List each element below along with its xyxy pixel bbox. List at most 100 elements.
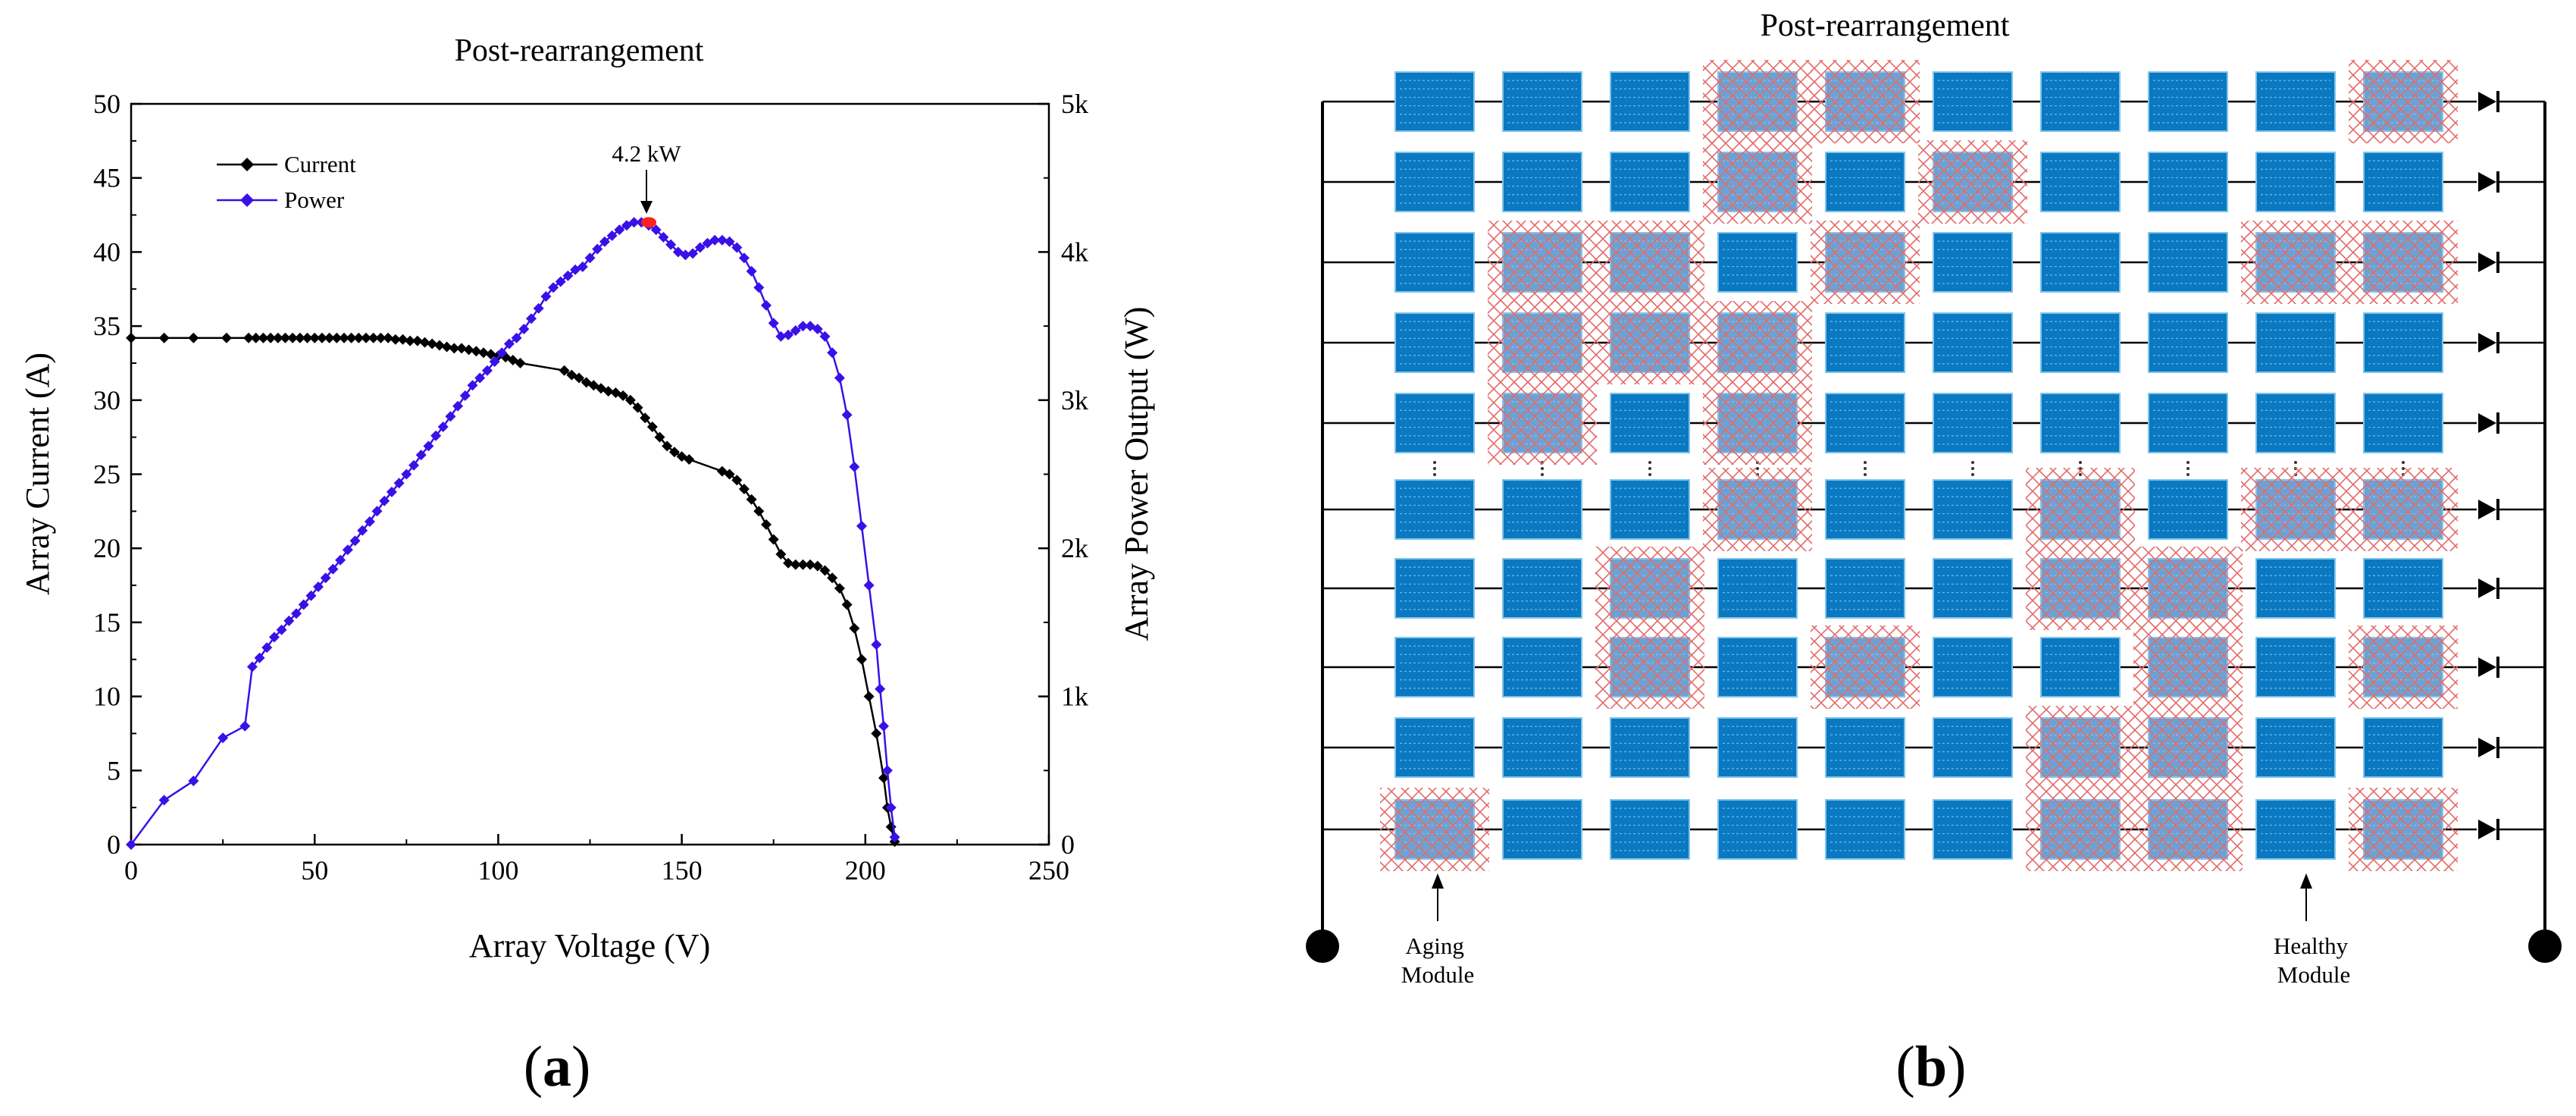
healthy-module xyxy=(1825,717,1905,778)
data-point-current xyxy=(309,332,321,343)
data-point-power xyxy=(371,506,383,517)
legend-current-label: Current xyxy=(284,151,356,177)
healthy-module xyxy=(1717,232,1798,293)
healthy-module xyxy=(1502,479,1582,540)
data-point-power xyxy=(320,572,331,584)
healthy-module xyxy=(2255,799,2336,860)
data-point-power xyxy=(474,372,486,384)
data-point-power xyxy=(738,252,750,264)
healthy-module xyxy=(1610,152,1690,212)
data-point-current xyxy=(746,494,757,505)
panel-label-b: (b) xyxy=(1896,1035,1967,1099)
data-point-power xyxy=(871,639,882,650)
healthy-module xyxy=(1394,232,1475,293)
plot-area-frame xyxy=(130,102,1050,846)
y-tick-label: 10 xyxy=(93,682,121,712)
continuation-dot xyxy=(1971,461,1974,464)
legend: Current Power xyxy=(217,151,356,213)
continuation-dot xyxy=(1864,473,1867,476)
healthy-module xyxy=(1933,717,2013,778)
data-point-current xyxy=(668,447,680,458)
continuation-dot xyxy=(2079,461,2082,464)
data-point-current xyxy=(783,557,794,569)
aging-module xyxy=(1380,788,1489,871)
aging-module xyxy=(2349,625,2458,709)
data-point-power xyxy=(555,276,566,287)
diode-icon xyxy=(2478,500,2496,519)
data-point-current xyxy=(863,691,875,702)
y-tick-label: 40 xyxy=(93,237,121,267)
data-point-power xyxy=(218,732,229,744)
aging-module xyxy=(2133,788,2243,871)
data-point-power xyxy=(680,249,691,261)
legend-current-marker xyxy=(240,158,254,171)
healthy-module xyxy=(1933,393,2013,453)
data-point-current xyxy=(456,343,467,354)
aging-module xyxy=(2241,468,2350,551)
data-point-current xyxy=(221,332,232,343)
data-point-power xyxy=(849,461,860,472)
data-point-current xyxy=(250,332,261,343)
data-point-current xyxy=(790,559,801,570)
data-point-power xyxy=(841,409,853,421)
data-point-power xyxy=(665,239,677,250)
healthy-module xyxy=(1717,637,1798,698)
data-point-power xyxy=(188,776,199,786)
data-point-power xyxy=(819,331,831,342)
data-point-current xyxy=(559,365,570,376)
data-point-current xyxy=(126,332,136,343)
data-point-current xyxy=(768,534,779,545)
y-tick-label: 20 xyxy=(93,533,121,563)
data-point-current xyxy=(188,332,199,343)
data-point-power xyxy=(298,599,309,610)
data-point-current xyxy=(280,332,291,343)
data-point-current xyxy=(812,560,823,572)
healthy-module xyxy=(2363,717,2443,778)
data-point-current xyxy=(427,338,438,350)
continuation-dot xyxy=(1864,461,1867,464)
data-point-current xyxy=(856,654,867,665)
aging-module xyxy=(2241,221,2350,304)
healthy-module xyxy=(2363,312,2443,373)
data-point-power xyxy=(881,765,893,776)
data-point-current xyxy=(412,335,423,346)
data-point-power xyxy=(731,242,743,253)
healthy-module-label: Healthy Module xyxy=(2274,933,2354,988)
legend-power-marker xyxy=(240,193,254,207)
data-point-current xyxy=(632,402,643,413)
data-point-current xyxy=(775,549,787,560)
continuation-dot xyxy=(1648,467,1651,470)
healthy-module xyxy=(2148,393,2228,453)
x-axis-title: Array Voltage (V) xyxy=(469,927,711,964)
aging-module xyxy=(2133,547,2243,630)
healthy-module xyxy=(1394,71,1475,132)
data-point-current xyxy=(624,394,636,406)
data-point-current xyxy=(294,332,305,343)
continuation-dot xyxy=(1433,461,1436,464)
diode-icon xyxy=(2478,413,2496,433)
healthy-module xyxy=(1825,312,1905,373)
healthy-module xyxy=(2255,312,2336,373)
healthy-module xyxy=(1717,799,1798,860)
peak-annotation: 4.2 kW xyxy=(612,140,681,214)
data-point-current xyxy=(287,332,299,343)
data-point-current xyxy=(819,565,831,576)
x-tick-label: 50 xyxy=(301,855,328,886)
healthy-module xyxy=(2363,152,2443,212)
data-point-power xyxy=(775,331,787,342)
aging-module xyxy=(1703,60,1812,143)
data-point-power xyxy=(827,347,838,359)
healthy-module xyxy=(1394,479,1475,540)
x-tick-label: 250 xyxy=(1028,855,1069,886)
y-axis-left: 0 5 10 15 20 25 30 35 40 45 50 xyxy=(93,89,142,860)
data-point-power xyxy=(856,520,867,531)
data-point-current xyxy=(731,475,743,486)
data-point-current xyxy=(471,346,482,357)
data-point-power xyxy=(481,365,493,376)
aging-module xyxy=(2026,788,2135,871)
data-point-power xyxy=(437,422,449,432)
data-point-current xyxy=(515,357,526,368)
y-tick-label: 35 xyxy=(93,311,121,341)
healthy-module xyxy=(2255,637,2336,698)
